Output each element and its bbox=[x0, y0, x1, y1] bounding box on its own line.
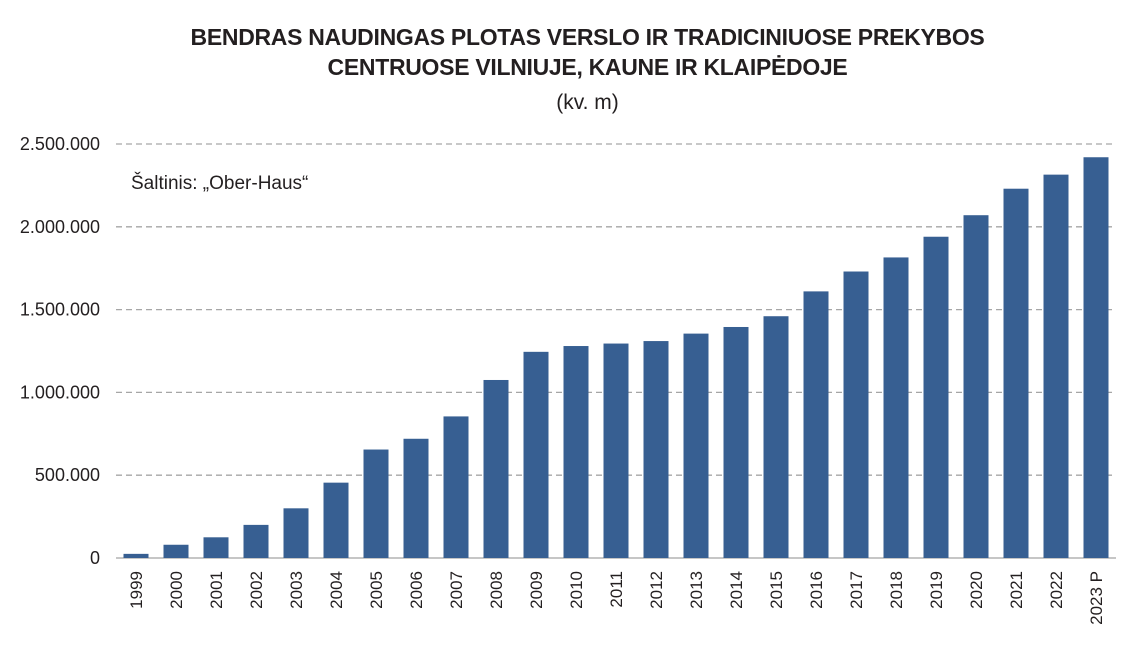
x-tick-label: 2002 bbox=[247, 571, 266, 609]
bar bbox=[123, 553, 149, 558]
x-tick-label: 2009 bbox=[527, 571, 546, 609]
x-tick-label: 2013 bbox=[687, 571, 706, 609]
chart-title-line-1: BENDRAS NAUDINGAS PLOTAS VERSLO IR TRADI… bbox=[190, 24, 985, 50]
x-tick-label: 2023 P bbox=[1087, 571, 1106, 625]
bar bbox=[283, 508, 309, 558]
bar bbox=[803, 291, 829, 558]
x-tick-label: 2007 bbox=[447, 571, 466, 609]
x-tick-label: 2014 bbox=[727, 571, 746, 609]
x-tick-label: 2016 bbox=[807, 571, 826, 609]
bar bbox=[883, 257, 909, 558]
x-axis: 1999 2000 2001 2002 2003 2004 2005 2006 2007 2008… bbox=[127, 571, 1106, 625]
x-tick-label: 2022 bbox=[1047, 571, 1066, 609]
bar bbox=[163, 544, 189, 558]
x-tick-label: 2001 bbox=[207, 571, 226, 609]
bar bbox=[483, 379, 509, 558]
x-tick-label: 2018 bbox=[887, 571, 906, 609]
bar bbox=[1003, 188, 1029, 558]
source-note: Šaltinis: „Ober-Haus“ bbox=[131, 173, 309, 194]
chart-title-line-2: CENTRUOSE VILNIUJE, KAUNE IR KLAIPĖDOJE bbox=[327, 54, 848, 80]
y-tick-label: 0 bbox=[90, 548, 100, 568]
x-tick-label: 2012 bbox=[647, 571, 666, 609]
x-tick-label: 2010 bbox=[567, 571, 586, 609]
bars bbox=[123, 157, 1109, 559]
x-tick-label: 2011 bbox=[607, 571, 626, 608]
bar bbox=[323, 482, 349, 558]
x-tick-label: 2000 bbox=[167, 571, 186, 609]
y-tick-label: 2.000.000 bbox=[20, 217, 100, 237]
bar bbox=[643, 341, 669, 558]
bar bbox=[363, 449, 389, 558]
bar bbox=[1043, 174, 1069, 559]
bar bbox=[763, 316, 789, 558]
y-tick-label: 1.000.000 bbox=[20, 382, 100, 402]
bar bbox=[923, 236, 949, 558]
bar bbox=[683, 333, 709, 558]
x-tick-label: 2020 bbox=[967, 571, 986, 609]
y-tick-label: 2.500.000 bbox=[20, 134, 100, 154]
x-tick-label: 2006 bbox=[407, 571, 426, 609]
x-tick-label: 2021 bbox=[1007, 571, 1026, 609]
bar bbox=[243, 524, 269, 558]
bar bbox=[203, 537, 229, 558]
bar bbox=[443, 416, 469, 558]
y-tick-label: 1.500.000 bbox=[20, 300, 100, 320]
chart-subtitle: (kv. m) bbox=[556, 91, 619, 114]
x-tick-label: 2015 bbox=[767, 571, 786, 609]
x-tick-label: 2005 bbox=[367, 571, 386, 609]
bar bbox=[523, 351, 549, 558]
bar bbox=[403, 438, 429, 558]
bar bbox=[563, 346, 589, 558]
y-axis: 0 500.000 1.000.000 1.500.000 2.000.000 2.500… bbox=[20, 134, 100, 568]
bar bbox=[603, 343, 629, 558]
x-tick-label: 2019 bbox=[927, 571, 946, 609]
bar bbox=[963, 215, 989, 558]
bar bbox=[723, 326, 749, 558]
bar bbox=[1083, 157, 1109, 559]
x-tick-label: 2017 bbox=[847, 571, 866, 609]
x-tick-label: 1999 bbox=[127, 571, 146, 609]
x-tick-label: 2004 bbox=[327, 571, 346, 609]
y-tick-label: 500.000 bbox=[35, 465, 100, 485]
bar bbox=[843, 271, 869, 558]
x-tick-label: 2003 bbox=[287, 571, 306, 609]
x-tick-label: 2008 bbox=[487, 571, 506, 609]
